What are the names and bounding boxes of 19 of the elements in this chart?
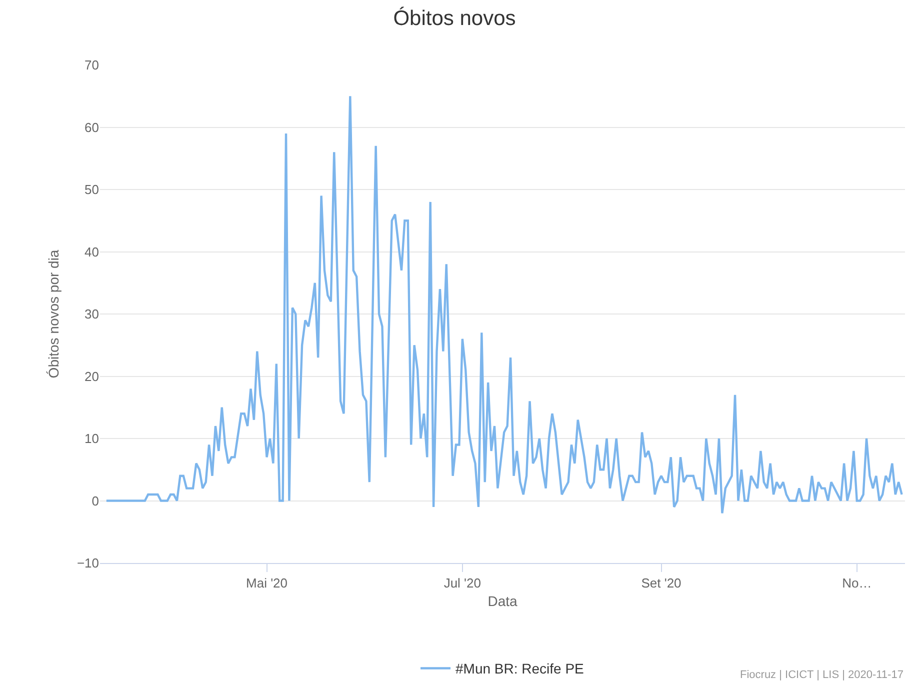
- chart-title: Óbitos novos: [393, 6, 516, 30]
- y-tick-label: 20: [84, 368, 99, 384]
- x-tick-label: Set '20: [641, 576, 682, 591]
- x-tick-label: Mai '20: [246, 576, 288, 591]
- y-tick-label: 60: [84, 120, 99, 135]
- y-tick-label: 70: [84, 58, 99, 73]
- y-tick-label: 50: [84, 182, 99, 198]
- y-axis-title: Óbitos novos por dia: [46, 250, 62, 378]
- y-tick-label: 40: [84, 244, 99, 260]
- y-tick-label: 0: [92, 493, 99, 508]
- x-tick-label: Jul '20: [444, 576, 481, 591]
- y-tick-label: 10: [84, 431, 99, 446]
- y-tick-label: 30: [84, 306, 99, 322]
- line-series: [105, 95, 903, 514]
- x-tick-label: No…: [842, 576, 872, 591]
- text: Fiocruz | ICICT | LIS | 2020-11-17: [740, 669, 904, 681]
- x-axis-title: Data: [488, 592, 518, 609]
- y-tick-label: −10: [76, 556, 99, 571]
- legend-label: #Mun BR: Recife PE: [456, 660, 584, 677]
